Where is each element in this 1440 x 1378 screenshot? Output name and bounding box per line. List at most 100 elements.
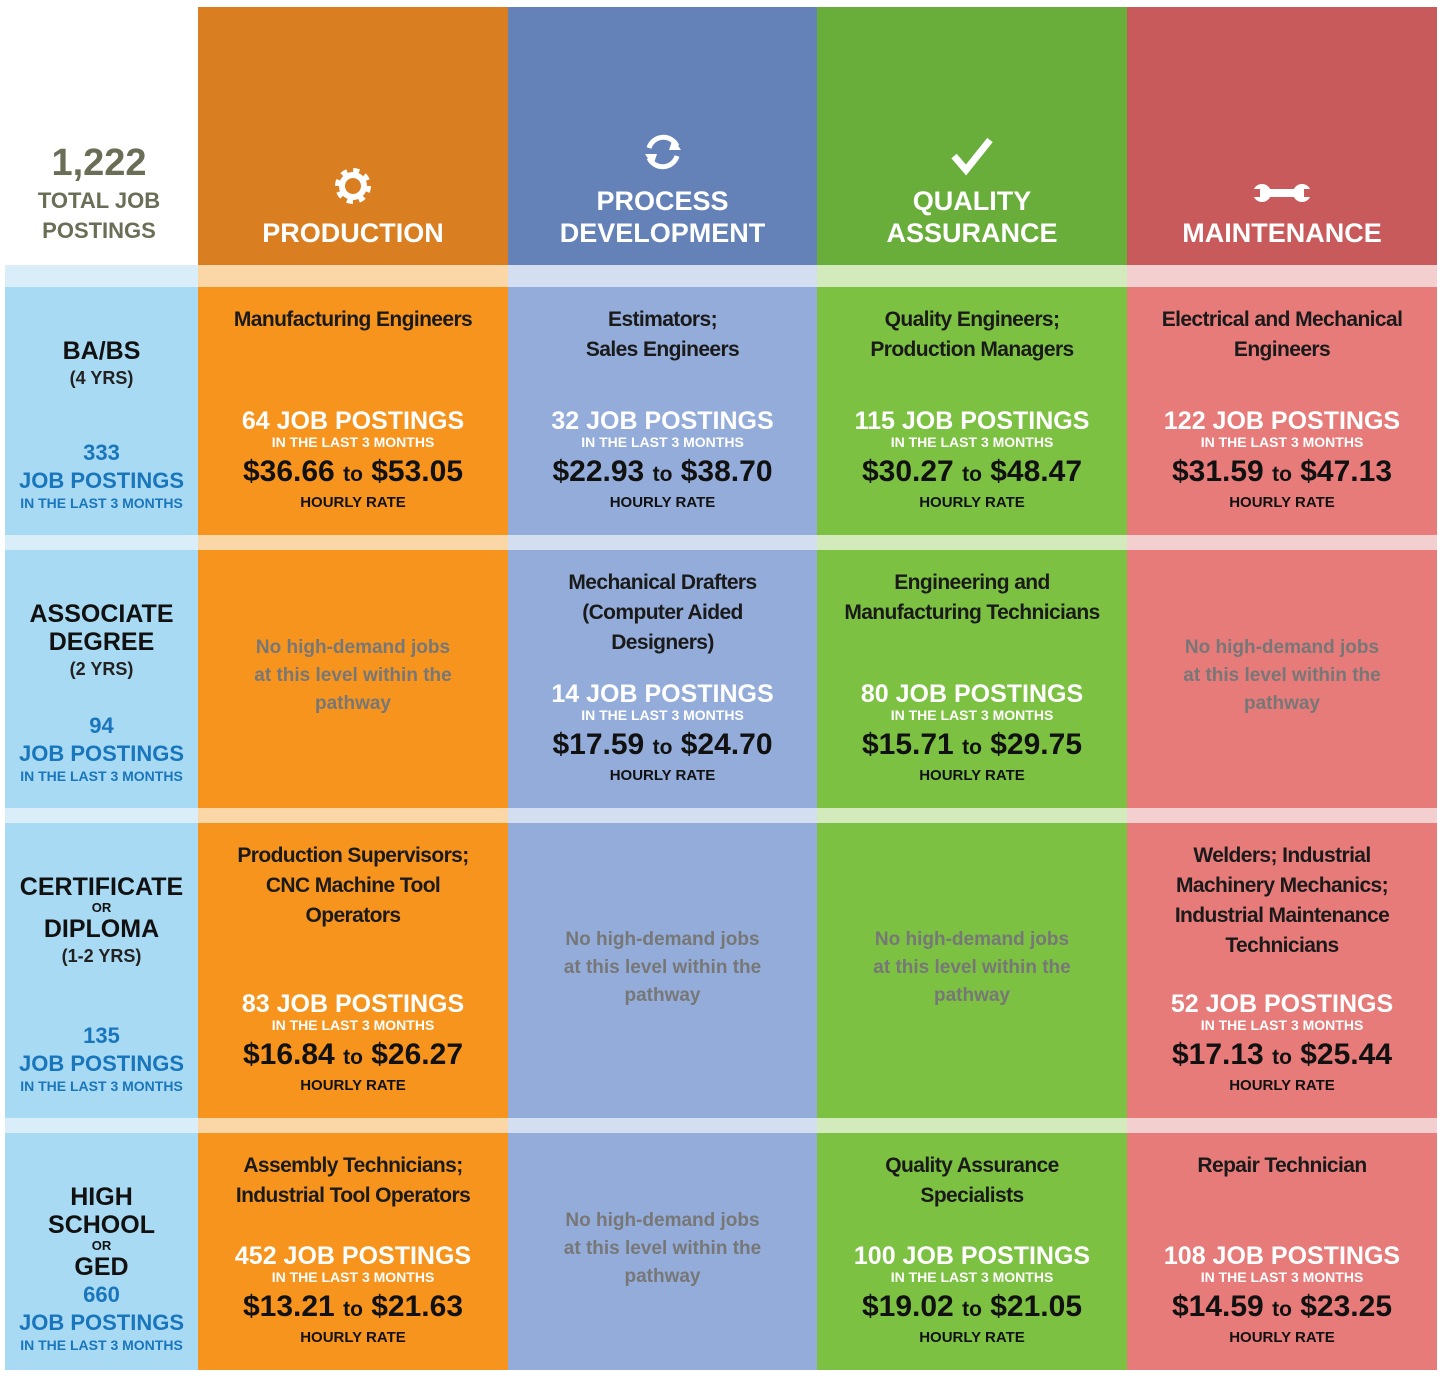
level-name: HIGH: [70, 1183, 133, 1211]
job-title: Quality Engineers;: [884, 308, 1060, 331]
job-postings: 14 JOB POSTINGS: [551, 680, 774, 708]
rate-low: $30.27: [861, 455, 954, 488]
level-name: BA/BS: [62, 337, 141, 365]
rate-to: to: [343, 1046, 363, 1069]
note-line: No high-demand jobs: [874, 928, 1070, 950]
column-header: MAINTENANCE: [1127, 7, 1437, 265]
note-line: pathway: [624, 984, 701, 1006]
job-cell: Mechanical Drafters (Computer Aided Design…: [508, 550, 817, 808]
rate-low: $14.59: [1171, 1290, 1264, 1323]
or-label: OR: [91, 1238, 112, 1253]
job-title: Engineers: [1233, 338, 1331, 361]
job-title: Welders; Industrial: [1193, 844, 1371, 867]
rate-to: to: [962, 463, 982, 486]
job-postings: 100 JOB POSTINGS: [853, 1242, 1091, 1270]
level-years: (4 YRS): [69, 368, 134, 388]
band: [817, 535, 1127, 550]
job-title: Operators: [305, 904, 402, 927]
hourly-range: $17.13 to $25.44: [1172, 1035, 1392, 1078]
no-jobs-note: No high-demand jobs at this level within …: [254, 634, 451, 718]
job-title: (Computer Aided: [582, 601, 743, 624]
job-period: IN THE LAST 3 MONTHS: [1200, 434, 1364, 450]
hourly-range: $22.93 to $38.70: [552, 452, 772, 495]
band: [508, 1118, 817, 1133]
band: [198, 535, 508, 550]
job-title: Designers): [611, 631, 714, 654]
rate-high: $29.75: [990, 728, 1083, 761]
level-name: DIPLOMA: [43, 915, 160, 943]
job-period: IN THE LAST 3 MONTHS: [890, 1269, 1054, 1285]
band: [817, 265, 1127, 287]
level-years: (1-2 YRS): [61, 946, 142, 966]
education-level: ASSOCIATE DEGREE (2 YRS) 94 JOB POSTINGS IN T…: [5, 550, 198, 808]
icon: [1252, 178, 1312, 213]
band: [817, 1118, 1127, 1133]
level-name: CERTIFICATE: [19, 873, 184, 901]
band: [508, 265, 817, 287]
job-title: CNC Machine Tool: [265, 874, 441, 897]
job-title: Quality Assurance: [885, 1154, 1059, 1177]
rate-low: $36.66: [242, 455, 335, 488]
level-period: IN THE LAST 3 MONTHS: [20, 768, 183, 784]
level-postings: 135: [83, 1023, 120, 1048]
job-title: Specialists: [920, 1184, 1024, 1207]
hourly-range: $19.02 to $21.05: [862, 1287, 1082, 1330]
rate-high: $48.47: [990, 455, 1083, 488]
job-title: Assembly Technicians;: [243, 1154, 463, 1177]
band: [5, 808, 198, 823]
level-postings: 333: [83, 440, 120, 465]
band: [1127, 265, 1437, 287]
rate-to: to: [343, 463, 363, 486]
rate-label: HOURLY RATE: [300, 1329, 406, 1346]
job-cell: Quality Assurance Specialists 100 JOB POST…: [817, 1133, 1127, 1370]
band: [5, 535, 198, 550]
note-line: No high-demand jobs: [565, 1209, 760, 1231]
job-title: Sales Engineers: [585, 338, 740, 361]
note-line: No high-demand jobs: [565, 928, 760, 950]
icon: [639, 128, 687, 181]
no-jobs-note: No high-demand jobs at this level within …: [564, 926, 761, 1010]
education-level: CERTIFICATE OR DIPLOMA (1-2 YRS) 135 JOB POST…: [5, 823, 198, 1118]
job-title: Production Supervisors;: [237, 844, 469, 867]
column-title: ASSURANCE: [886, 218, 1058, 248]
job-postings: 122 JOB POSTINGS: [1163, 407, 1401, 435]
rate-low: $31.59: [1171, 455, 1264, 488]
band: [1127, 808, 1437, 823]
total-label: TOTAL JOB POSTINGS: [37, 188, 161, 243]
hourly-range: $16.84 to $26.27: [243, 1035, 463, 1078]
hourly-range: $36.66 to $53.05: [243, 452, 463, 495]
rate-to: to: [1272, 463, 1292, 486]
rate-label: HOURLY RATE: [1229, 1329, 1335, 1346]
job-cell: No high-demand jobs at this level within …: [508, 1133, 817, 1370]
rate-low: $16.84: [242, 1038, 335, 1071]
column-header: PROCESS DEVELOPMENT: [508, 7, 817, 265]
education-level: BA/BS (4 YRS) 333 JOB POSTINGS IN THE LAST 3…: [5, 287, 198, 535]
level-postings-label: JOB POSTINGS: [18, 468, 185, 493]
note-line: No high-demand jobs: [255, 637, 451, 658]
or-label: OR: [91, 900, 112, 915]
job-postings: 83 JOB POSTINGS: [241, 990, 465, 1018]
rate-to: to: [652, 463, 673, 486]
level-name: SCHOOL: [48, 1211, 155, 1239]
rate-label: HOURLY RATE: [300, 494, 406, 511]
job-period: IN THE LAST 3 MONTHS: [271, 1269, 435, 1285]
rate-to: to: [652, 736, 673, 759]
level-years: (2 YRS): [69, 659, 134, 679]
note-line: pathway: [314, 693, 391, 714]
no-jobs-note: No high-demand jobs at this level within …: [564, 1207, 761, 1291]
job-title: Engineering and: [894, 571, 1050, 594]
band: [508, 808, 817, 823]
band: [5, 265, 198, 287]
job-cell: Production Supervisors; CNC Machine Tool O…: [198, 823, 508, 1118]
level-period: IN THE LAST 3 MONTHS: [20, 1337, 183, 1353]
job-title: Mechanical Drafters: [568, 571, 757, 594]
rate-label: HOURLY RATE: [919, 494, 1025, 511]
job-period: IN THE LAST 3 MONTHS: [581, 434, 744, 450]
job-postings: 108 JOB POSTINGS: [1163, 1242, 1401, 1270]
no-jobs-note: No high-demand jobs at this level within …: [873, 926, 1070, 1010]
rate-label: HOURLY RATE: [1229, 1077, 1335, 1094]
note-line: at this level within the: [1183, 665, 1381, 686]
job-cell: Welders; Industrial Machinery Mechanics; I…: [1127, 823, 1437, 1118]
level-postings-label: JOB POSTINGS: [18, 1310, 185, 1335]
note-line: pathway: [624, 1265, 701, 1287]
